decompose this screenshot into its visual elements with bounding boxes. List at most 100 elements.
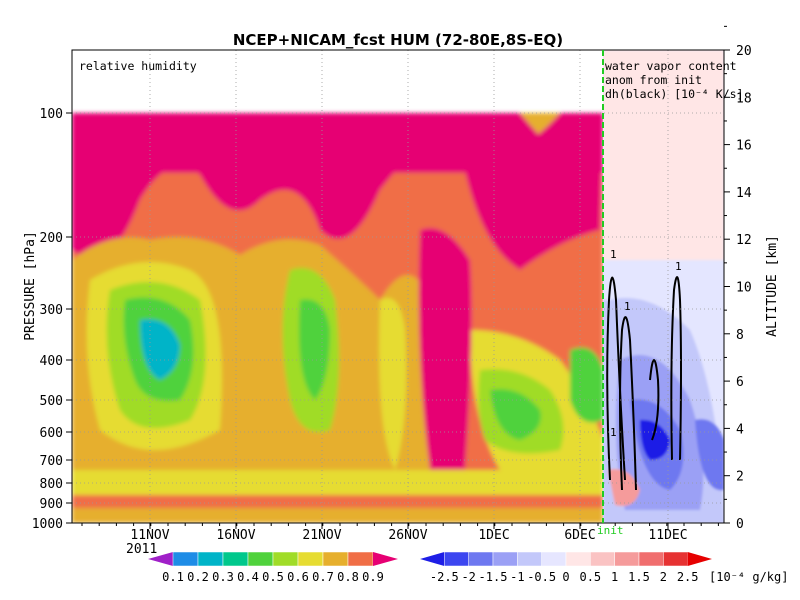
pressure-tick-label: 800 [40,477,63,492]
rh-region [418,228,472,470]
rh-colorbar-swatch [247,551,274,567]
anomaly-shapes [603,50,724,523]
pressure-tick-label: 900 [40,497,63,512]
anomaly-colorbar-label: 2 [660,570,667,584]
anomaly-colorbar-swatch [687,552,712,566]
rh-colorbar-label: 0.5 [262,570,284,584]
date-tick-label: 11DEC [648,528,687,543]
pressure-tick-label: 600 [40,426,63,441]
anomaly-colorbar-label: 1.5 [628,570,650,584]
rh-colorbar-swatch [197,551,224,567]
anomaly-colorbar-label: -0.5 [527,570,556,584]
date-tick-label: 11NOV [130,528,169,543]
anomaly-colorbar-label: -1 [510,570,524,584]
left-panel-label: relative humidity [79,59,197,73]
contour-label: 1 [675,260,682,273]
contour-label: 1 [610,426,617,439]
rh-colorbar-label: 0.7 [312,570,334,584]
rh-region [72,495,603,509]
anomaly-colorbar-label: -2.5 [430,570,459,584]
right-panel-label-2: anom from init [605,73,702,87]
date-tick-label: 6DEC [564,528,595,543]
anomaly-colorbar-swatch [492,551,518,567]
rh-shapes [72,113,603,523]
anomaly-colorbar-label: 0 [562,570,569,584]
rh-colorbar-swatch [297,551,324,567]
date-tick-label: 26NOV [388,528,427,543]
rh-colorbar-label: 0.3 [212,570,234,584]
heating-contours [606,276,682,491]
anomaly-colorbar-label: -1.5 [479,570,508,584]
rh-colorbar-label: 0.6 [287,570,309,584]
pressure-tick-label: 100 [40,107,63,122]
altitude-tick-label: 0 [736,517,744,532]
anomaly-region [603,100,724,260]
year-label: 2011 [126,542,157,557]
rh-colorbar-swatch [222,551,249,567]
anomaly-colorbar-label: 1 [611,570,618,584]
heating-contour [649,359,660,441]
anomaly-colorbar-swatch [565,551,591,567]
rh-colorbar-swatch [347,551,374,567]
rh-region [72,508,603,523]
altitude-tick-label: 14 [736,186,752,201]
anomaly-colorbar-label: 0.5 [579,570,601,584]
rh-colorbar-label: 0.1 [162,570,184,584]
anomaly-region [608,469,640,506]
altitude-tick-label: 6 [736,375,744,390]
anomaly-colorbar-swatch [420,552,445,566]
pressure-tick-label: 500 [40,394,63,409]
date-tick-label: 21NOV [302,528,341,543]
rh-region [490,389,541,440]
rh-colorbar-swatch [373,552,398,566]
anomaly-region [640,419,670,460]
right-panel-label-3: dh(black) [10⁻⁴ K/s] [605,87,743,101]
anomaly-region [695,419,724,491]
altitude-tick-label: 10 [736,281,752,296]
anomaly-colorbar: -2.5 -2 -1.5 -1 -0.5 0 0.5 1 1.5 2 2.5 [420,551,712,584]
altitude-tick-label: 8 [736,328,744,343]
init-label: init [597,524,624,537]
rh-colorbar-label: 0.4 [237,570,259,584]
contour-label: 1 [610,248,617,261]
rh-field [72,50,603,523]
altitude-tick-label: 20 [736,44,752,59]
axis-ticks [66,25,730,529]
anomaly-colorbar-swatch [468,551,494,567]
y-axis-left-title: PRESSURE [hPa] [23,231,38,341]
chart-title: NCEP+NICAM_fcst HUM (72-80E,8S-EQ) [233,31,563,49]
pressure-tick-label: 200 [40,231,63,246]
right-panel-label-1: water vapor content [605,59,737,73]
rh-region [440,113,603,270]
pressure-tick-label: 700 [40,454,63,469]
anomaly-region [603,50,724,100]
rh-region [379,298,407,470]
anomaly-colorbar-swatch [517,551,542,567]
pressure-tick-labels: 100 200 300 400 500 600 700 800 900 1000 [32,107,63,532]
altitude-tick-label: 4 [736,422,744,437]
heating-contour [670,276,682,461]
pressure-tick-label: 400 [40,354,63,369]
anomaly-colorbar-units: [10⁻⁴ g/kg] [709,570,788,584]
rh-colorbar-swatch [272,551,299,567]
rh-colorbar-label: 0.9 [362,570,384,584]
pressure-tick-label: 1000 [32,517,63,532]
rh-colorbar-swatch [172,551,199,567]
anomaly-colorbar-swatch [590,551,615,567]
date-tick-label: 16NOV [216,528,255,543]
pressure-tick-label: 300 [40,303,63,318]
grid-lines [72,50,724,523]
anomaly-colorbar-label: 2.5 [677,570,699,584]
contour-label: 1 [624,300,631,313]
rh-colorbar-swatch [148,552,173,566]
rh-colorbar-label: 0.2 [187,570,209,584]
altitude-tick-label: 2 [736,470,744,485]
date-tick-labels: 11NOV 16NOV 21NOV 26NOV 1DEC 6DEC 11DEC [130,528,687,543]
rh-colorbar-swatch [322,551,349,567]
anomaly-field [603,50,724,523]
heating-contour [619,316,637,491]
anomaly-colorbar-swatch [663,551,688,567]
date-tick-label: 1DEC [478,528,509,543]
rh-colorbar-label: 0.8 [337,570,359,584]
